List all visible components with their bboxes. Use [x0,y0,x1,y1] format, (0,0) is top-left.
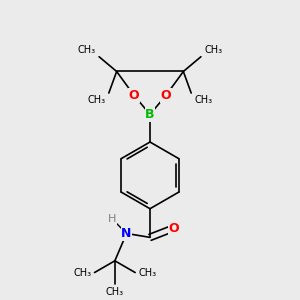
Text: CH₃: CH₃ [88,94,106,105]
Text: CH₃: CH₃ [78,45,96,55]
Text: CH₃: CH₃ [73,268,92,278]
Text: O: O [129,89,140,102]
Text: O: O [160,89,171,102]
Text: N: N [122,227,132,240]
Text: CH₃: CH₃ [106,287,124,297]
Text: CH₃: CH₃ [204,45,222,55]
Text: CH₃: CH₃ [138,268,156,278]
Text: H: H [108,214,116,224]
Text: B: B [145,108,155,121]
Text: O: O [168,222,179,235]
Text: CH₃: CH₃ [194,94,212,105]
